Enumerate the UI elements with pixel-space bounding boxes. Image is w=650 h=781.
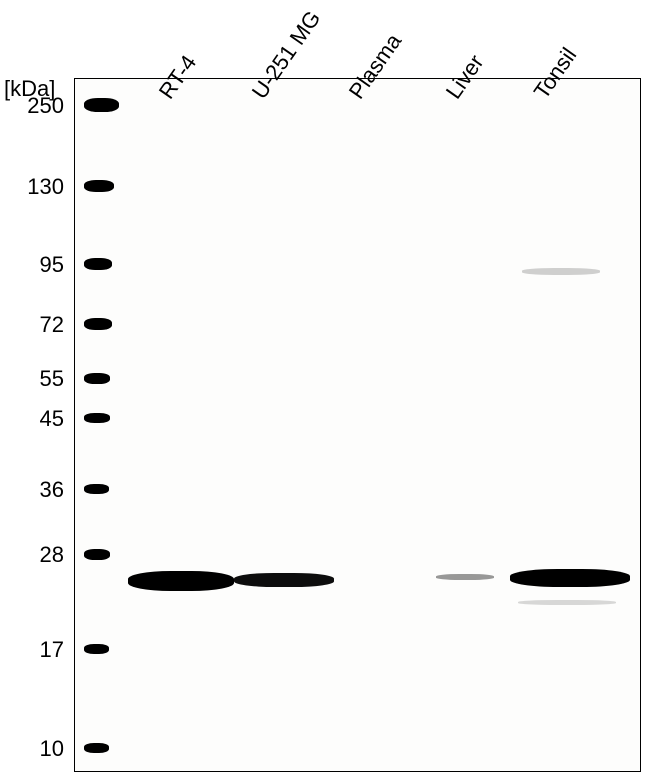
mw-label-36: 36 [14, 477, 64, 503]
mw-label-95: 95 [14, 252, 64, 278]
mw-label-17: 17 [14, 637, 64, 663]
blot-membrane-area [74, 78, 641, 772]
sample-band [436, 574, 494, 580]
ladder-band [84, 484, 109, 494]
western-blot-figure: [kDa] 250 130 95 72 55 45 36 28 17 10 RT… [0, 0, 650, 781]
mw-label-10: 10 [14, 736, 64, 762]
ladder-band [84, 98, 119, 112]
ladder-band [84, 180, 114, 192]
sample-band [522, 268, 600, 275]
ladder-band [84, 413, 110, 423]
mw-label-55: 55 [14, 366, 64, 392]
mw-label-250: 250 [14, 93, 64, 119]
ladder-band [84, 318, 112, 330]
mw-label-28: 28 [14, 542, 64, 568]
sample-band [128, 571, 234, 591]
ladder-band [84, 258, 112, 270]
ladder-band [84, 644, 109, 654]
sample-band [518, 600, 616, 605]
mw-label-130: 130 [14, 174, 64, 200]
ladder-band [84, 549, 110, 560]
sample-band [510, 569, 630, 587]
ladder-band [84, 743, 109, 753]
mw-label-45: 45 [14, 406, 64, 432]
ladder-band [84, 373, 110, 384]
sample-band [234, 573, 334, 587]
mw-label-72: 72 [14, 312, 64, 338]
